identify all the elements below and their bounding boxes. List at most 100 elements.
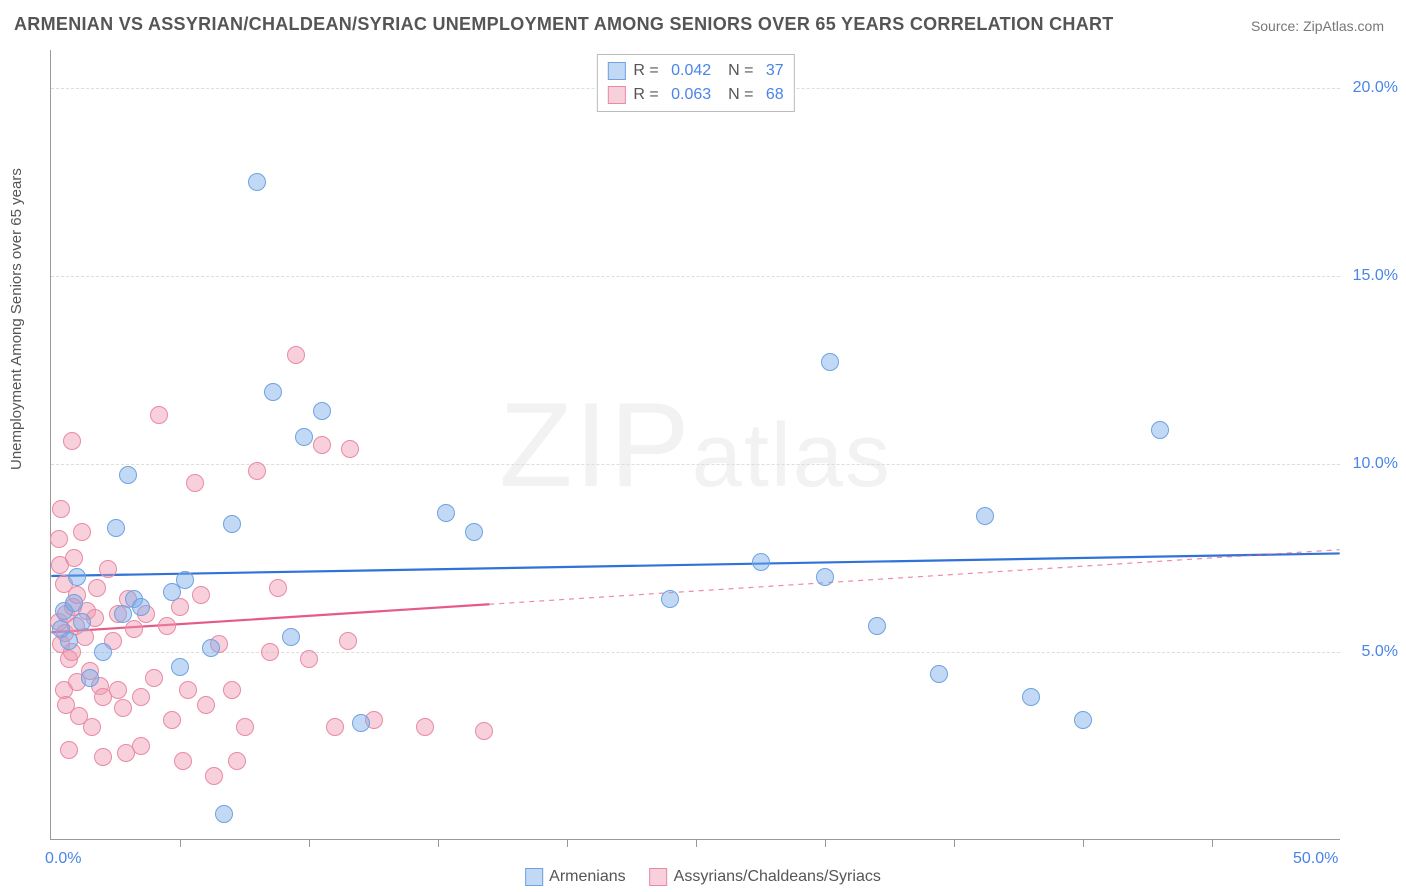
scatter-point: [179, 681, 197, 699]
scatter-point: [202, 639, 220, 657]
scatter-point: [661, 590, 679, 608]
legend-item-1: Armenians: [525, 868, 625, 886]
scatter-point: [107, 519, 125, 537]
x-tick: [180, 839, 181, 847]
gridline: [51, 464, 1340, 465]
scatter-point: [114, 699, 132, 717]
scatter-point: [416, 718, 434, 736]
scatter-point: [176, 571, 194, 589]
source-attribution: Source: ZipAtlas.com: [1251, 18, 1384, 34]
scatter-point: [313, 402, 331, 420]
scatter-point: [1022, 688, 1040, 706]
scatter-point: [215, 805, 233, 823]
scatter-point: [94, 643, 112, 661]
scatter-point: [264, 383, 282, 401]
swatch-series-2: [607, 86, 625, 104]
scatter-point: [300, 650, 318, 668]
scatter-point: [1151, 421, 1169, 439]
legend-label-1: Armenians: [549, 868, 625, 886]
scatter-point: [150, 406, 168, 424]
scatter-point: [76, 628, 94, 646]
r-value-1: 0.042: [671, 62, 711, 80]
scatter-point: [99, 560, 117, 578]
scatter-point: [269, 579, 287, 597]
scatter-point: [313, 436, 331, 454]
r-value-2: 0.063: [671, 86, 711, 104]
scatter-point: [236, 718, 254, 736]
scatter-point: [248, 173, 266, 191]
y-tick-label: 15.0%: [1353, 267, 1398, 285]
scatter-point: [192, 586, 210, 604]
scatter-point: [163, 711, 181, 729]
n-value-2: 68: [766, 86, 784, 104]
scatter-point: [50, 530, 68, 548]
scatter-point: [282, 628, 300, 646]
scatter-point: [73, 523, 91, 541]
x-tick: [825, 839, 826, 847]
legend-item-2: Assyrians/Chaldeans/Syriacs: [650, 868, 881, 886]
scatter-point: [132, 688, 150, 706]
scatter-point: [145, 669, 163, 687]
scatter-point: [205, 767, 223, 785]
gridline: [51, 276, 1340, 277]
scatter-point: [109, 681, 127, 699]
scatter-point: [437, 504, 455, 522]
x-tick: [1212, 839, 1213, 847]
x-tick: [696, 839, 697, 847]
x-tick: [438, 839, 439, 847]
scatter-point: [132, 598, 150, 616]
y-axis-label: Unemployment Among Seniors over 65 years: [8, 168, 25, 470]
swatch-series-1: [607, 62, 625, 80]
gridline: [51, 652, 1340, 653]
scatter-point: [73, 613, 91, 631]
scatter-point: [114, 605, 132, 623]
scatter-point: [752, 553, 770, 571]
scatter-point: [341, 440, 359, 458]
scatter-point: [119, 466, 137, 484]
scatter-point: [132, 737, 150, 755]
scatter-point: [186, 474, 204, 492]
chart-title: ARMENIAN VS ASSYRIAN/CHALDEAN/SYRIAC UNE…: [14, 14, 1114, 35]
scatter-point: [68, 568, 86, 586]
scatter-point: [65, 549, 83, 567]
y-tick-label: 5.0%: [1362, 643, 1398, 661]
scatter-point: [94, 748, 112, 766]
watermark: ZIPatlas: [499, 376, 892, 514]
x-tick: [954, 839, 955, 847]
scatter-point: [60, 632, 78, 650]
scatter-point: [930, 665, 948, 683]
scatter-point: [295, 428, 313, 446]
x-tick: [309, 839, 310, 847]
scatter-point: [1074, 711, 1092, 729]
scatter-point: [171, 658, 189, 676]
legend-label-2: Assyrians/Chaldeans/Syriacs: [674, 868, 881, 886]
scatter-point: [81, 669, 99, 687]
scatter-point: [326, 718, 344, 736]
plot-area: ZIPatlas R = 0.042 N = 37 R = 0.063 N = …: [50, 50, 1340, 840]
x-tick-label: 50.0%: [1293, 850, 1338, 868]
scatter-point: [339, 632, 357, 650]
scatter-point: [223, 515, 241, 533]
scatter-point: [816, 568, 834, 586]
scatter-point: [52, 500, 70, 518]
n-value-1: 37: [766, 62, 784, 80]
legend-swatch-1: [525, 868, 543, 886]
x-tick: [1083, 839, 1084, 847]
x-tick: [567, 839, 568, 847]
scatter-point: [228, 752, 246, 770]
scatter-point: [83, 718, 101, 736]
y-tick-label: 10.0%: [1353, 455, 1398, 473]
scatter-point: [125, 620, 143, 638]
scatter-point: [465, 523, 483, 541]
stats-legend: R = 0.042 N = 37 R = 0.063 N = 68: [596, 54, 794, 112]
y-tick-label: 20.0%: [1353, 79, 1398, 97]
scatter-point: [248, 462, 266, 480]
scatter-point: [261, 643, 279, 661]
scatter-point: [821, 353, 839, 371]
scatter-point: [287, 346, 305, 364]
scatter-point: [475, 722, 493, 740]
x-tick-label: 0.0%: [45, 850, 81, 868]
scatter-point: [65, 594, 83, 612]
scatter-point: [60, 741, 78, 759]
scatter-point: [223, 681, 241, 699]
